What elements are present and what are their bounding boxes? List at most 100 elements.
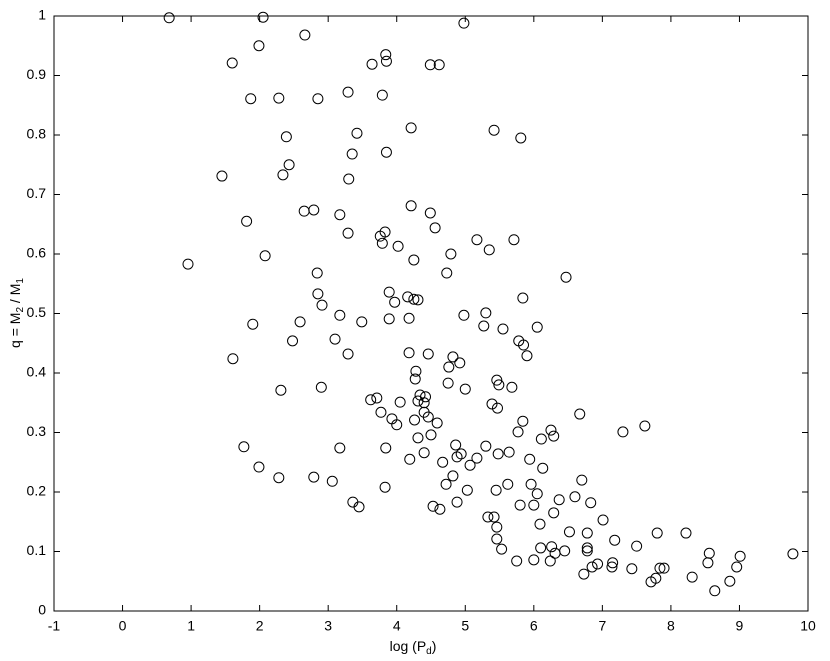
data-point [447, 351, 459, 363]
data-point [511, 555, 523, 567]
data-point [299, 29, 311, 41]
y-tick-label: 0.2 [27, 483, 47, 499]
data-point [585, 497, 597, 509]
data-point [578, 568, 590, 580]
x-tick-label: 1 [187, 618, 195, 634]
data-point [253, 461, 265, 473]
data-point [502, 478, 514, 490]
data-point [342, 86, 354, 98]
data-point [334, 209, 346, 221]
data-point [461, 484, 473, 496]
x-label-text: ) [432, 638, 437, 654]
data-point [312, 93, 324, 105]
data-point [316, 299, 328, 311]
data-point [492, 448, 504, 460]
data-point [651, 527, 663, 539]
data-point [346, 148, 358, 160]
data-point [402, 291, 414, 303]
data-point [342, 348, 354, 360]
data-point [617, 426, 629, 438]
data-point [273, 92, 285, 104]
data-point [277, 169, 289, 181]
data-point [531, 321, 543, 333]
y-tick-label: 0.9 [27, 66, 47, 82]
y-tick-label: 0 [38, 602, 46, 618]
data-point [521, 350, 533, 362]
data-point [545, 424, 557, 436]
data-point [534, 518, 546, 530]
data-point [626, 563, 638, 575]
data-point [471, 234, 483, 246]
data-point [273, 472, 285, 484]
y-tick-label: 0.6 [27, 245, 47, 261]
data-point [334, 309, 346, 321]
data-point [422, 411, 434, 423]
data-point [403, 347, 415, 359]
data-point [553, 494, 565, 506]
data-point [343, 173, 355, 185]
data-point [379, 226, 391, 238]
y-label-text: q = M [7, 313, 23, 348]
data-point [654, 562, 666, 574]
data-point [245, 93, 257, 105]
data-point [441, 267, 453, 279]
data-point [686, 571, 698, 583]
data-point [257, 11, 269, 23]
data-point [408, 254, 420, 266]
data-point [329, 333, 341, 345]
data-point [227, 353, 239, 365]
data-point [380, 146, 392, 158]
y-tick-label: 1 [38, 7, 46, 23]
x-tick-label: 6 [530, 618, 538, 634]
data-point [163, 12, 175, 24]
data-point [409, 373, 421, 385]
x-tick-label: 0 [119, 618, 127, 634]
data-point [631, 540, 643, 552]
data-point [443, 361, 455, 373]
data-point [404, 453, 416, 465]
data-point [724, 575, 736, 587]
plot-frame [53, 15, 809, 612]
data-point [376, 89, 388, 101]
data-point [275, 384, 287, 396]
data-point [308, 204, 320, 216]
data-point [491, 533, 503, 545]
data-point [528, 499, 540, 511]
data-point [512, 426, 524, 438]
data-point [408, 293, 420, 305]
data-point [182, 258, 194, 270]
data-point [734, 550, 746, 562]
data-point [517, 415, 529, 427]
data-point [216, 170, 228, 182]
x-tick-label: 4 [393, 618, 401, 634]
data-point [326, 475, 338, 487]
data-point [437, 456, 449, 468]
data-point [731, 561, 743, 573]
data-point [548, 507, 560, 519]
data-point [709, 585, 721, 597]
data-point [515, 132, 527, 144]
x-axis-label: log (Pd) [390, 638, 437, 657]
data-point [424, 59, 436, 71]
data-point [531, 488, 543, 500]
x-tick-label: 3 [324, 618, 332, 634]
data-point [380, 442, 392, 454]
data-point [560, 271, 572, 283]
x-tick-label: -1 [48, 618, 61, 634]
x-tick-label: 10 [800, 618, 816, 634]
data-point [440, 478, 452, 490]
data-point [241, 215, 253, 227]
x-label-subscript: d [426, 646, 432, 657]
data-point [508, 234, 520, 246]
data-point [549, 547, 561, 559]
data-point [375, 406, 387, 418]
data-point [409, 414, 421, 426]
data-point [434, 503, 446, 515]
x-label-text: log (P [390, 638, 427, 654]
data-point [450, 439, 462, 451]
data-point [491, 402, 503, 414]
data-point [702, 557, 714, 569]
data-point [247, 318, 259, 330]
